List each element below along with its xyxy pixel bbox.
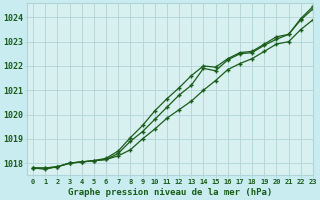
X-axis label: Graphe pression niveau de la mer (hPa): Graphe pression niveau de la mer (hPa) [68,188,272,197]
